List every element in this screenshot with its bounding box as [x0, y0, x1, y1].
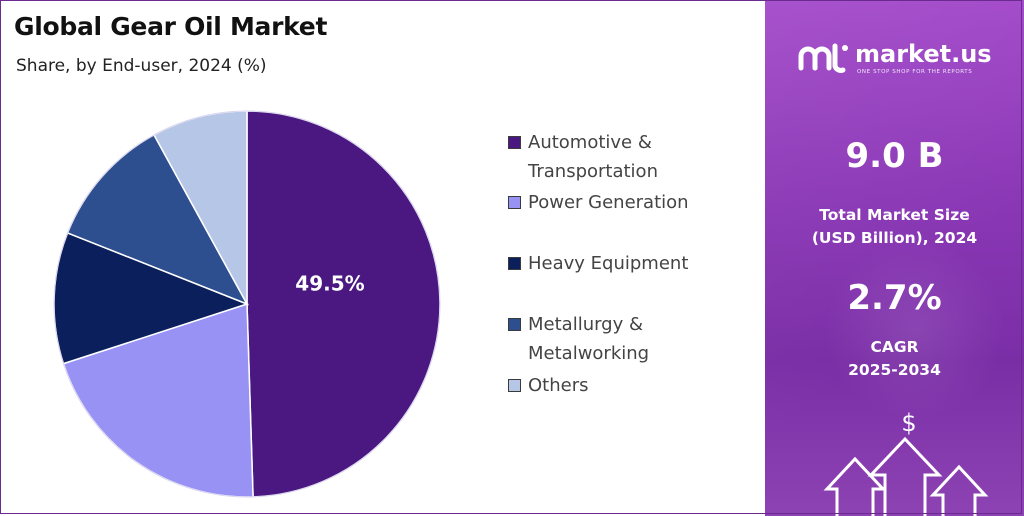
legend-swatch: [508, 136, 521, 149]
legend-swatch: [508, 379, 521, 392]
brand-logo: market.us ONE STOP SHOP FOR THE REPORTS: [795, 38, 1015, 78]
summary-panel: market.us ONE STOP SHOP FOR THE REPORTS …: [765, 0, 1024, 516]
legend-label: Automotive & Transportation: [528, 132, 658, 182]
cagr-label: CAGR 2025-2034: [765, 336, 1024, 382]
legend-label: Power Generation: [528, 192, 689, 213]
cagr-label-line2: 2025-2034: [848, 361, 941, 379]
legend-item-heavy-equipment: Heavy Equipment: [508, 249, 688, 278]
market-size-label-line1: Total Market Size: [819, 206, 970, 224]
pie-data-label: 49.5%: [295, 272, 364, 296]
market-size-value: 9.0 B: [845, 136, 944, 176]
cagr-value: 2.7%: [847, 278, 942, 318]
chart-subtitle: Share, by End-user, 2024 (%): [16, 56, 267, 76]
market-size-label-line2: (USD Billion), 2024: [811, 229, 978, 247]
pie-outline: [53, 110, 441, 498]
brand-name: market.us: [855, 40, 992, 68]
legend-label: Heavy Equipment: [528, 253, 689, 274]
market-size-label: Total Market Size (USD Billion), 2024: [765, 204, 1024, 250]
legend-swatch: [508, 196, 521, 209]
legend-label: Others: [528, 375, 589, 396]
legend-item-others: Others: [508, 371, 589, 400]
growth-arrows-icon: $: [823, 409, 989, 516]
cagr-label-line1: CAGR: [870, 338, 919, 356]
pie-chart: 49.5%: [53, 110, 441, 498]
market-us-logo-icon: [798, 43, 848, 73]
legend-item-metallurgy: Metallurgy & Metalworking: [508, 310, 649, 368]
legend-item-automotive: Automotive & Transportation: [508, 128, 658, 186]
legend-swatch: [508, 257, 521, 270]
brand-tagline: ONE STOP SHOP FOR THE REPORTS: [857, 69, 973, 75]
legend-item-power-generation: Power Generation: [508, 188, 689, 217]
dollar-sign-icon: $: [901, 409, 916, 437]
chart-title: Global Gear Oil Market: [14, 12, 328, 41]
chart-panel: Global Gear Oil Market Share, by End-use…: [14, 12, 689, 498]
legend-label: Metallurgy & Metalworking: [528, 314, 650, 364]
legend-swatch: [508, 318, 521, 331]
